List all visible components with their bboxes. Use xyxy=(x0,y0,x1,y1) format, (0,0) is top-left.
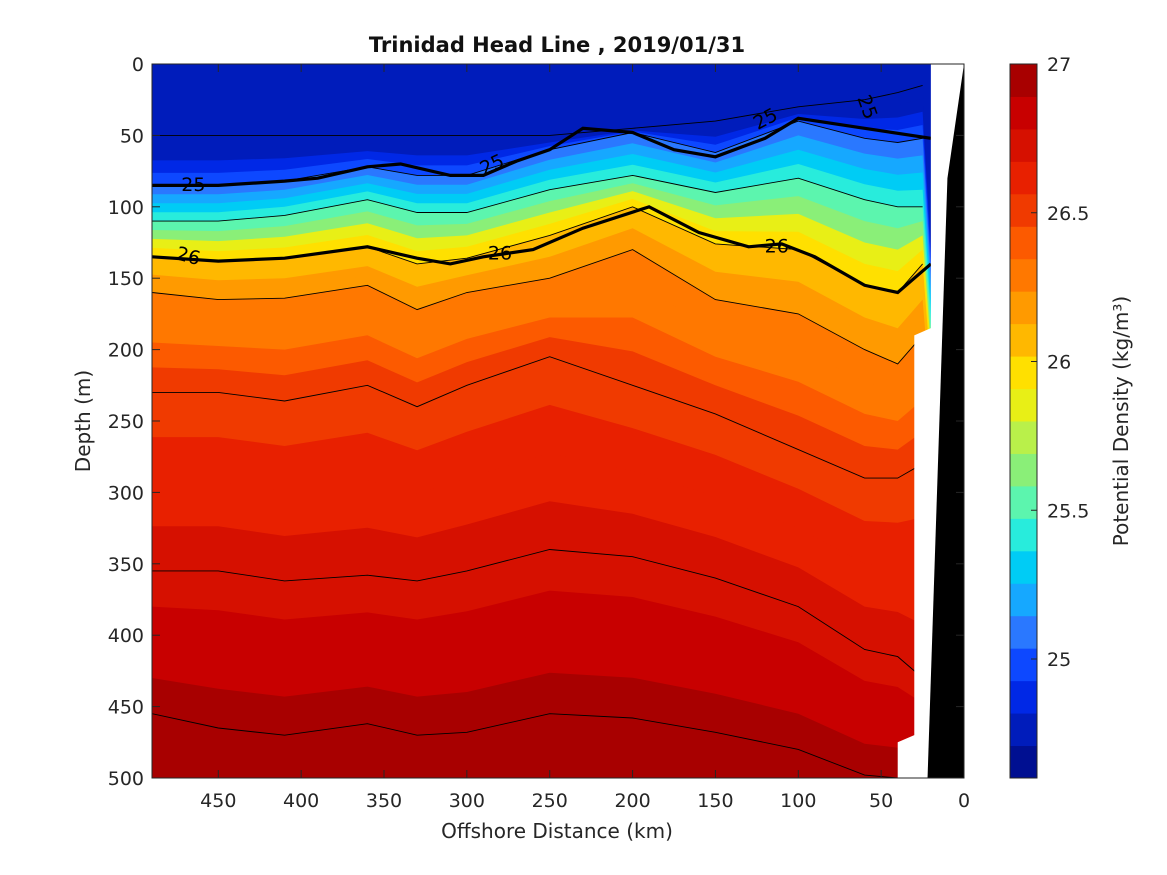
contour-label: 26 xyxy=(765,235,789,257)
isopycnal-line xyxy=(152,174,923,222)
isopycnal-line xyxy=(152,549,923,679)
colorbar-label: Potential Density (kg/m³) xyxy=(1109,296,1133,547)
y-tick-label: 200 xyxy=(108,340,144,362)
colorbar: 25 25.5 26 26.5 27 xyxy=(1009,54,1089,779)
isopycnal-26-line xyxy=(152,205,932,295)
plot-area xyxy=(152,64,964,778)
colorbar-swatch xyxy=(1010,226,1037,260)
colorbar-swatch xyxy=(1010,550,1037,584)
contour-label-text: 25 xyxy=(181,174,205,196)
y-tick-label: 500 xyxy=(108,768,144,790)
colorbar-swatch xyxy=(1010,485,1037,519)
colorbar-swatch xyxy=(1010,193,1037,227)
x-axis-ticks: 450 400 350 300 250 200 150 100 50 0 xyxy=(200,64,970,812)
y-tick-label: 100 xyxy=(108,197,144,219)
x-tick-label: 0 xyxy=(958,790,970,812)
density-band-deep xyxy=(152,713,963,778)
colorbar-swatch xyxy=(1010,713,1037,747)
colorbar-swatch xyxy=(1010,258,1037,292)
y-tick-label: 0 xyxy=(132,54,144,76)
colorbar-swatch xyxy=(1010,648,1037,682)
colorbar-swatch xyxy=(1010,64,1037,97)
colorbar-tick-label: 27 xyxy=(1047,54,1071,76)
isopycnal-line xyxy=(152,249,923,365)
y-tick-label: 450 xyxy=(108,697,144,719)
contour-lines xyxy=(152,84,932,778)
x-tick-label: 350 xyxy=(366,790,402,812)
colorbar-swatch xyxy=(1010,161,1037,195)
x-tick-label: 250 xyxy=(532,790,568,812)
colorbar-tick-label: 26.5 xyxy=(1047,203,1089,225)
colorbar-swatch xyxy=(1010,96,1037,130)
isopycnal-line xyxy=(152,84,923,136)
isopycnal-line xyxy=(152,713,923,778)
x-tick-label: 50 xyxy=(869,790,893,812)
colorbar-swatch xyxy=(1010,291,1037,325)
colorbar-swatch xyxy=(1010,615,1037,649)
x-tick-label: 400 xyxy=(283,790,319,812)
colorbar-swatch xyxy=(1010,323,1037,357)
x-tick-label: 300 xyxy=(449,790,485,812)
contour-label-text: 26 xyxy=(765,235,789,257)
colorbar-swatch xyxy=(1010,421,1037,454)
x-tick-label: 100 xyxy=(780,790,816,812)
y-axis-label: Depth (m) xyxy=(71,370,95,472)
chart-title: Trinidad Head Line , 2019/01/31 xyxy=(369,33,745,57)
x-tick-label: 450 xyxy=(200,790,236,812)
shelf-mask xyxy=(897,64,964,778)
continental-shelf xyxy=(927,64,964,778)
colorbar-swatch xyxy=(1010,680,1037,714)
density-bands xyxy=(152,64,964,778)
colorbar-swatch xyxy=(1010,583,1037,617)
x-tick-label: 150 xyxy=(697,790,733,812)
y-tick-label: 300 xyxy=(108,482,144,504)
colorbar-swatch xyxy=(1010,745,1037,779)
x-tick-label: 200 xyxy=(614,790,650,812)
colorbar-swatch xyxy=(1010,128,1037,162)
y-tick-label: 150 xyxy=(108,268,144,290)
colorbar-swatch xyxy=(1010,388,1037,422)
isopycnal-25-line xyxy=(152,116,932,187)
colorbar-swatch xyxy=(1010,453,1037,487)
contour-label: 26 xyxy=(488,243,512,265)
colorbar-tick-label: 25 xyxy=(1047,649,1071,671)
colorbar-frame xyxy=(1009,63,1038,779)
colorbar-tick-label: 26 xyxy=(1047,352,1071,374)
y-tick-label: 50 xyxy=(120,125,144,147)
y-tick-label: 350 xyxy=(108,554,144,576)
y-tick-label: 250 xyxy=(108,411,144,433)
isopycnal-line xyxy=(152,356,923,479)
colorbar-tick-label: 25.5 xyxy=(1047,500,1089,522)
contour-label: 25 xyxy=(181,174,205,196)
contour-label-text: 26 xyxy=(488,243,512,265)
x-axis-label: Offshore Distance (km) xyxy=(441,819,673,843)
colorbar-swatch xyxy=(1010,518,1037,552)
y-axis-ticks: 0 50 100 150 200 250 300 350 400 450 500 xyxy=(108,54,964,790)
y-tick-label: 400 xyxy=(108,625,144,647)
